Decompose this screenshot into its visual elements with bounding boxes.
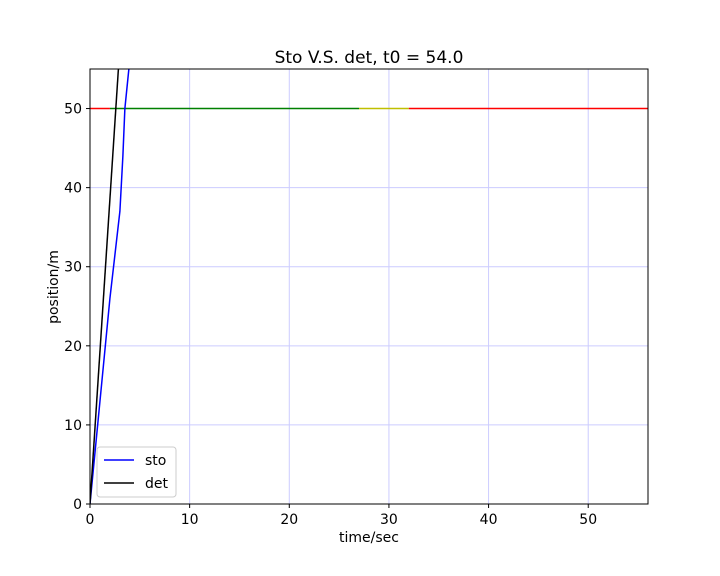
grid	[89, 69, 648, 505]
y-tick-label: 30	[64, 260, 82, 276]
x-tick-label: 50	[579, 512, 597, 528]
y-tick-label: 40	[64, 181, 82, 197]
plot-frame	[89, 68, 649, 505]
series-line-sto	[90, 69, 130, 504]
x-tick-label: 30	[380, 512, 398, 528]
plot-area	[90, 69, 648, 504]
x-tick-label: 10	[181, 512, 199, 528]
y-tick-label: 10	[64, 418, 82, 434]
series-line-det	[90, 69, 120, 504]
y-axis-label: position/m	[46, 250, 62, 324]
legend-label-det: det	[145, 476, 169, 492]
legend: sto det	[96, 446, 177, 498]
chart-title: Sto V.S. det, t0 = 54.0	[275, 48, 464, 68]
x-tick-label: 20	[280, 512, 298, 528]
axis-ticks: 0 10 20 30 40 50 0 10 20 30 40 50	[64, 102, 597, 528]
y-tick-label: 50	[64, 102, 82, 118]
x-tick-label: 0	[86, 512, 95, 528]
y-tick-label: 20	[64, 339, 82, 355]
x-axis-label: time/sec	[339, 530, 399, 546]
legend-label-sto: sto	[145, 453, 166, 469]
y-tick-label: 0	[73, 497, 82, 513]
x-tick-label: 40	[480, 512, 498, 528]
